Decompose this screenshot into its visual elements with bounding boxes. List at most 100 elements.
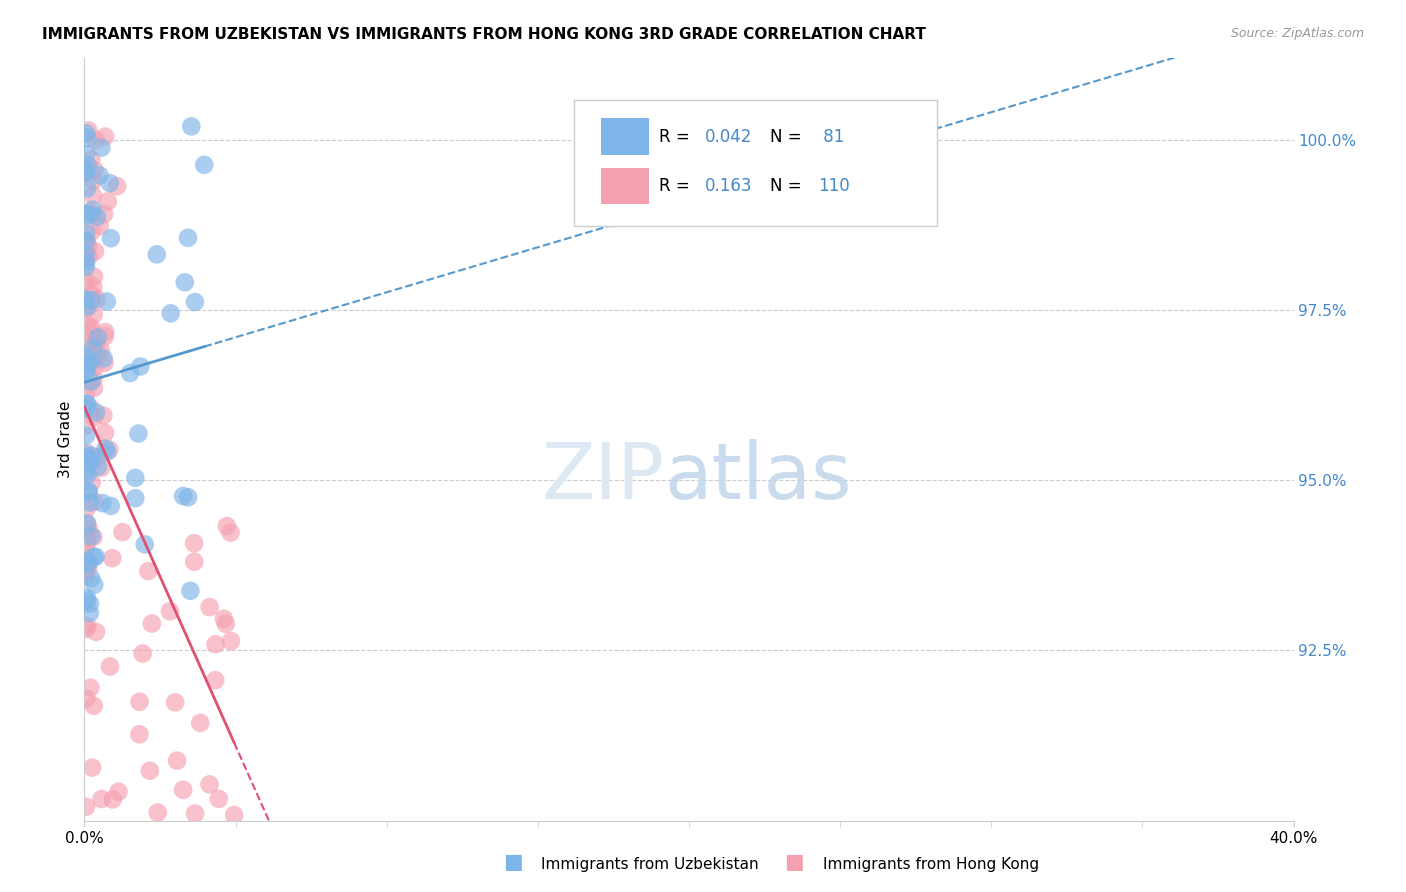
Point [83, 381, 105, 395]
Point [124, 471, 146, 485]
Point [75, 558, 97, 573]
Point [80, 475, 103, 490]
Point [79, 606, 101, 620]
Point [84, 405, 107, 419]
Point [77, 556, 100, 570]
Point [75, 166, 97, 180]
Point [76, 445, 98, 459]
Point [141, 616, 163, 631]
Point [82, 341, 104, 355]
Point [76, 532, 98, 546]
Point [76, 554, 98, 568]
Text: Source: ZipAtlas.com: Source: ZipAtlas.com [1230, 27, 1364, 40]
Point [180, 120, 202, 134]
Point [77, 324, 100, 338]
Point [198, 600, 221, 615]
Point [98, 659, 121, 673]
Point [77, 561, 100, 575]
Point [90, 792, 112, 806]
Point [105, 179, 128, 194]
Point [76, 557, 98, 571]
Point [84, 133, 107, 147]
Point [75, 253, 97, 268]
Point [98, 442, 121, 457]
Point [80, 293, 103, 307]
Point [131, 647, 153, 661]
Point [77, 239, 100, 253]
Point [76, 593, 98, 607]
Point [215, 519, 238, 533]
Point [76, 516, 98, 531]
Point [96, 445, 118, 459]
Point [75, 428, 97, 442]
Text: atlas: atlas [665, 440, 852, 516]
Point [80, 529, 103, 543]
Point [90, 141, 112, 155]
Text: 110: 110 [818, 178, 851, 195]
Point [128, 727, 150, 741]
Point [77, 484, 100, 499]
Point [75, 453, 97, 467]
Point [94, 325, 117, 339]
Text: Immigrants from Hong Kong: Immigrants from Hong Kong [823, 857, 1039, 872]
Point [89, 169, 111, 183]
Point [76, 181, 98, 195]
Point [94, 129, 117, 144]
Point [84, 624, 107, 639]
Point [75, 364, 97, 378]
Point [204, 637, 226, 651]
Point [165, 695, 187, 709]
Point [208, 792, 231, 806]
Point [82, 207, 104, 221]
Point [84, 359, 107, 374]
Point [80, 321, 103, 335]
Point [77, 250, 100, 264]
Point [87, 450, 110, 464]
Point [100, 231, 122, 245]
Point [128, 695, 150, 709]
Point [97, 194, 120, 209]
Point [79, 681, 101, 695]
Point [77, 300, 100, 314]
Point [75, 799, 97, 814]
Point [79, 451, 101, 466]
Text: N =: N = [770, 178, 807, 195]
Point [111, 525, 134, 540]
Point [75, 338, 97, 352]
Point [76, 619, 98, 633]
Point [84, 336, 107, 351]
Point [198, 777, 221, 791]
Point [94, 329, 117, 343]
Point [173, 275, 195, 289]
Point [159, 306, 181, 320]
Point [80, 401, 103, 416]
Point [100, 499, 122, 513]
FancyBboxPatch shape [574, 100, 936, 226]
Point [90, 460, 112, 475]
Point [83, 308, 105, 322]
Point [127, 426, 149, 441]
Point [80, 356, 103, 370]
Point [90, 343, 112, 357]
Text: ■: ■ [503, 853, 523, 872]
Text: 0.163: 0.163 [704, 178, 752, 195]
Point [76, 234, 98, 248]
Point [75, 386, 97, 401]
Point [86, 459, 108, 474]
Point [80, 455, 103, 469]
Point [83, 495, 105, 509]
Point [82, 530, 104, 544]
Point [83, 334, 105, 348]
Point [86, 210, 108, 224]
Point [139, 764, 162, 778]
Point [83, 372, 105, 386]
Point [82, 280, 104, 294]
Point [215, 616, 238, 631]
Point [75, 691, 97, 706]
Point [75, 274, 97, 288]
Point [76, 397, 98, 411]
Point [82, 761, 104, 775]
Text: Immigrants from Uzbekistan: Immigrants from Uzbekistan [541, 857, 759, 872]
Point [219, 634, 242, 648]
Point [75, 539, 97, 553]
